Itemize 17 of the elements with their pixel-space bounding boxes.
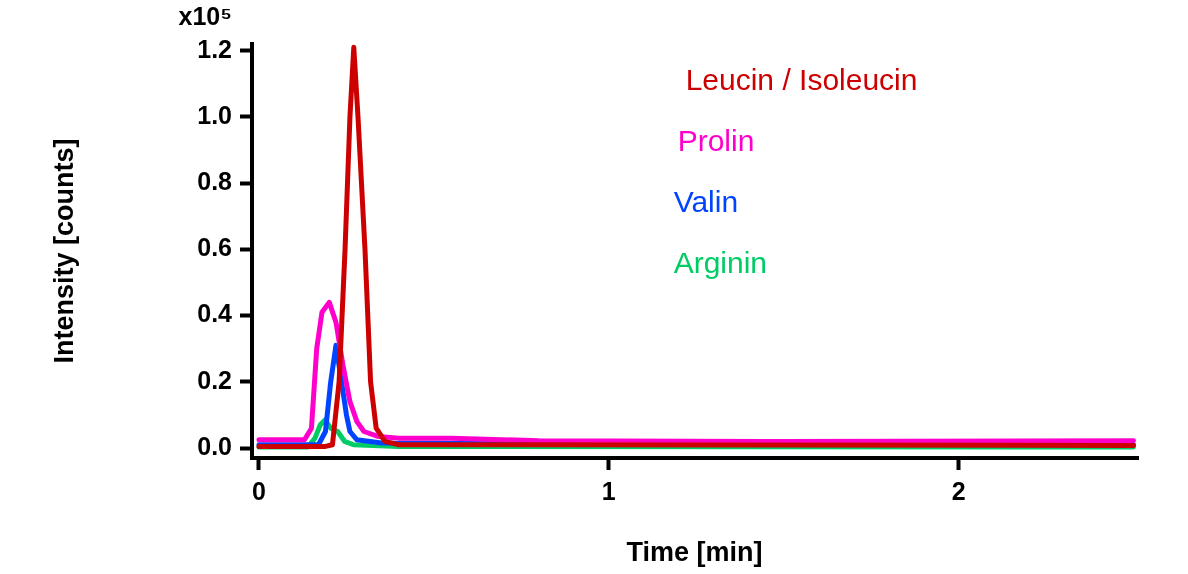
y-tick-label: 0.2 (197, 365, 232, 394)
text: Leucin / Isoleucin (685, 63, 918, 97)
text: Valin (673, 185, 739, 219)
x-tick-label: 1 (601, 476, 616, 505)
text: Arginin (673, 246, 768, 280)
y-axis-title: Intensity [counts] (48, 138, 79, 364)
x-tick-label: 0 (252, 476, 266, 505)
y-tick-label: 1.0 (197, 100, 232, 129)
y-tick-label: 0.0 (197, 431, 232, 460)
text: x10⁵ (178, 1, 233, 30)
y-tick-label: 0.6 (197, 233, 232, 262)
y-tick-label: 0.4 (197, 299, 233, 328)
text: Prolin (677, 124, 755, 158)
x-tick-label: 2 (951, 476, 966, 505)
x-axis-title: Time [min] (626, 537, 763, 568)
y-tick-label: 0.8 (197, 166, 233, 195)
y-tick-label: 1.2 (197, 34, 232, 63)
